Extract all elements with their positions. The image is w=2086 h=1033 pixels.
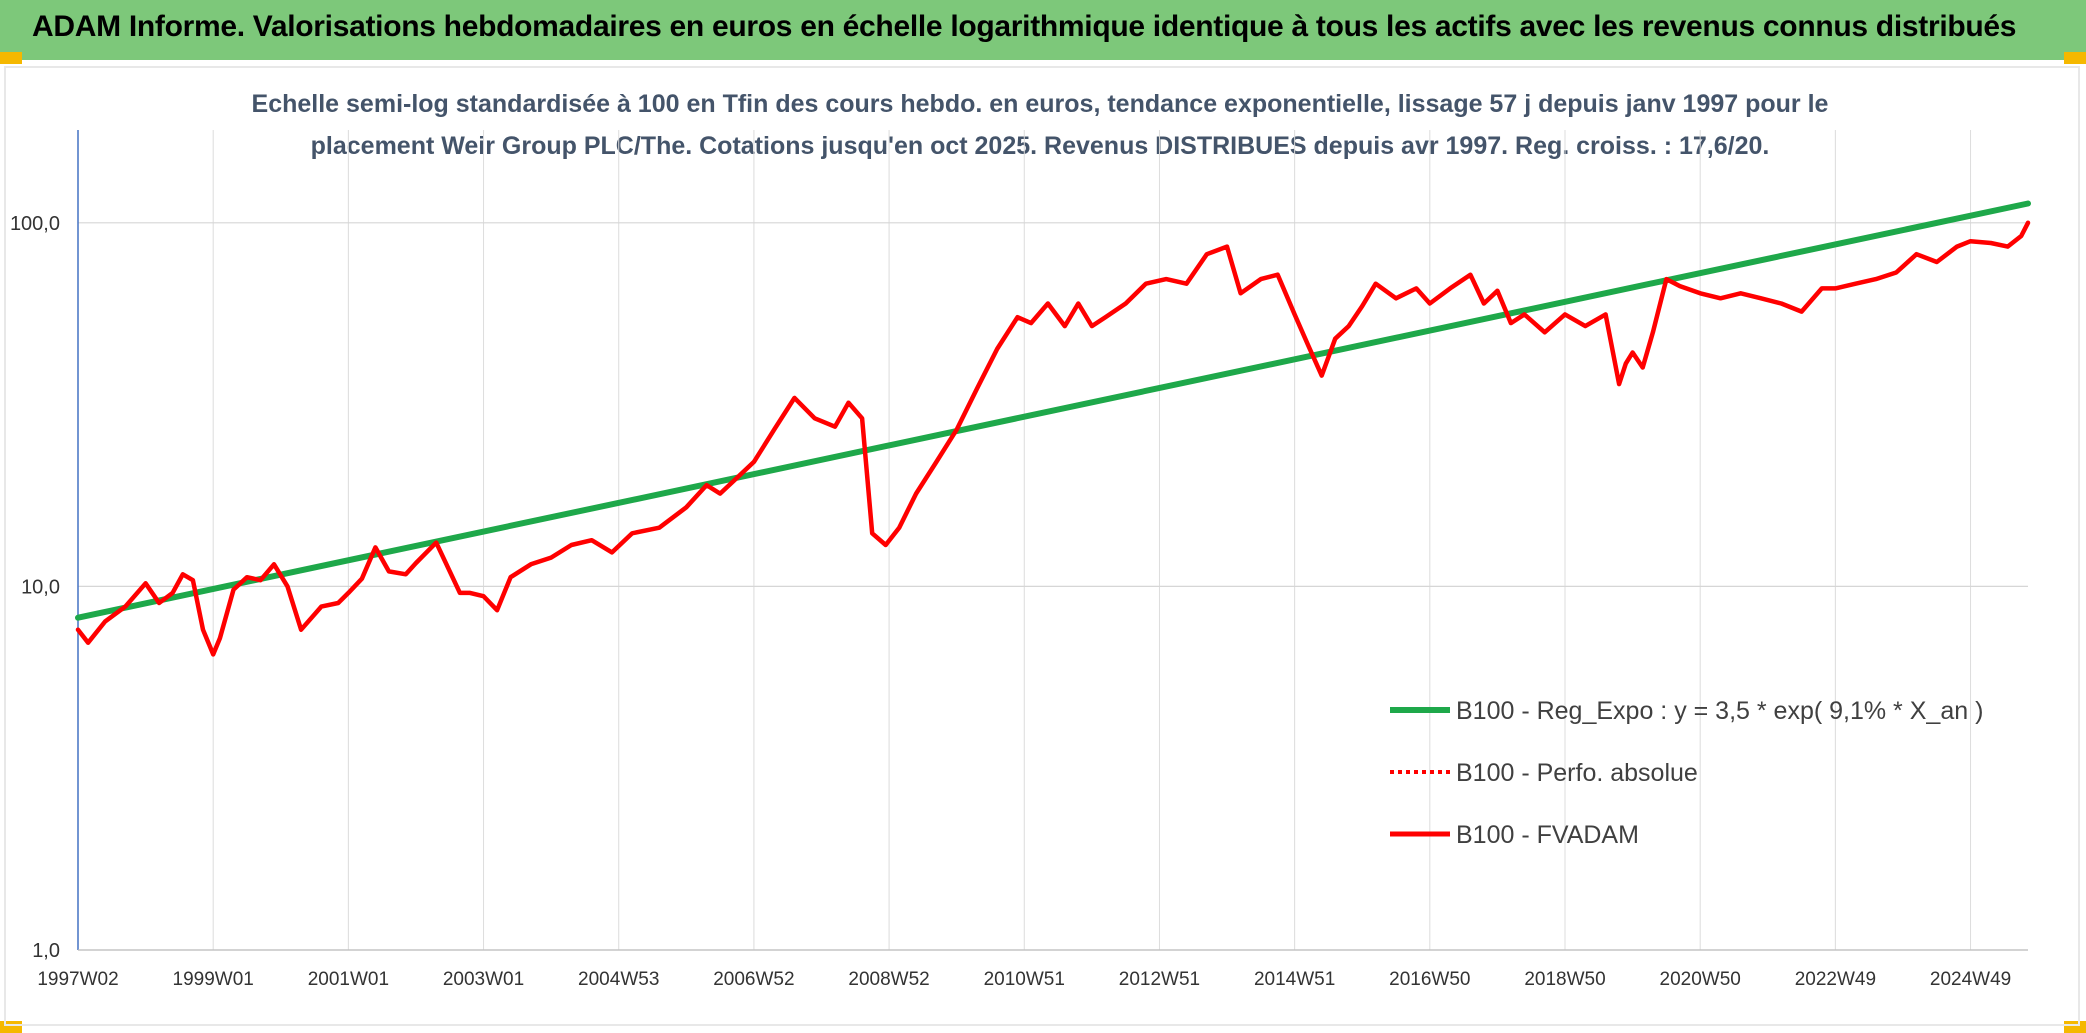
x-tick-label: 2001W01 [308,969,389,990]
x-tick-label: 2014W51 [1254,969,1335,990]
corner-marker-top-right [2064,52,2086,64]
header-bar: ADAM Informe. Valorisations hebdomadaire… [0,0,2086,60]
x-tick-label: 1999W01 [173,969,254,990]
corner-marker-top-left [0,52,22,64]
x-tick-label: 2024W49 [1930,969,2011,990]
series-layer [75,200,2031,657]
y-tick-label: 1,0 [32,940,60,962]
fvadam-series-line [75,220,2031,657]
legend-label: B100 - Perfo. absolue [1456,759,1698,787]
x-tick-labels: 1997W02 1999W01 2001W01 2003W01 2004W53 2006W… [37,969,2011,990]
x-tick-label: 2006W52 [713,969,794,990]
x-tick-label: 2020W50 [1660,969,1741,990]
chart-frame [4,66,2080,1026]
chart-title-line-2: placement Weir Group PLC/The. Cotations … [310,132,1770,160]
grid-lines [77,130,2028,951]
x-tick-label: 1997W02 [37,969,118,990]
legend-label: B100 - Reg_Expo : y = 3,5 * exp( 9,1% * … [1456,697,1983,725]
x-tick-label: 2010W51 [984,969,1065,990]
report-title: ADAM Informe. Valorisations hebdomadaire… [32,10,2017,43]
x-tick-label: 2008W52 [848,969,929,990]
x-tick-label: 2022W49 [1795,969,1876,990]
chart-title-line-1: Echelle semi-log standardisée à 100 en T… [251,90,1829,118]
x-tick-label: 2004W53 [578,969,659,990]
x-tick-label: 2016W50 [1389,969,1470,990]
trend-line-series [75,200,2031,621]
y-tick-labels: 1,0 10,0 100,0 [10,213,60,962]
x-tick-label: 2012W51 [1119,969,1200,990]
x-tick-label: 2003W01 [443,969,524,990]
legend: B100 - Reg_Expo : y = 3,5 * exp( 9,1% * … [1390,697,1983,849]
legend-label: B100 - FVADAM [1456,821,1639,849]
y-tick-label: 10,0 [21,576,60,598]
x-tick-label: 2018W50 [1524,969,1605,990]
y-tick-label: 100,0 [10,213,60,235]
axes [77,130,2028,951]
